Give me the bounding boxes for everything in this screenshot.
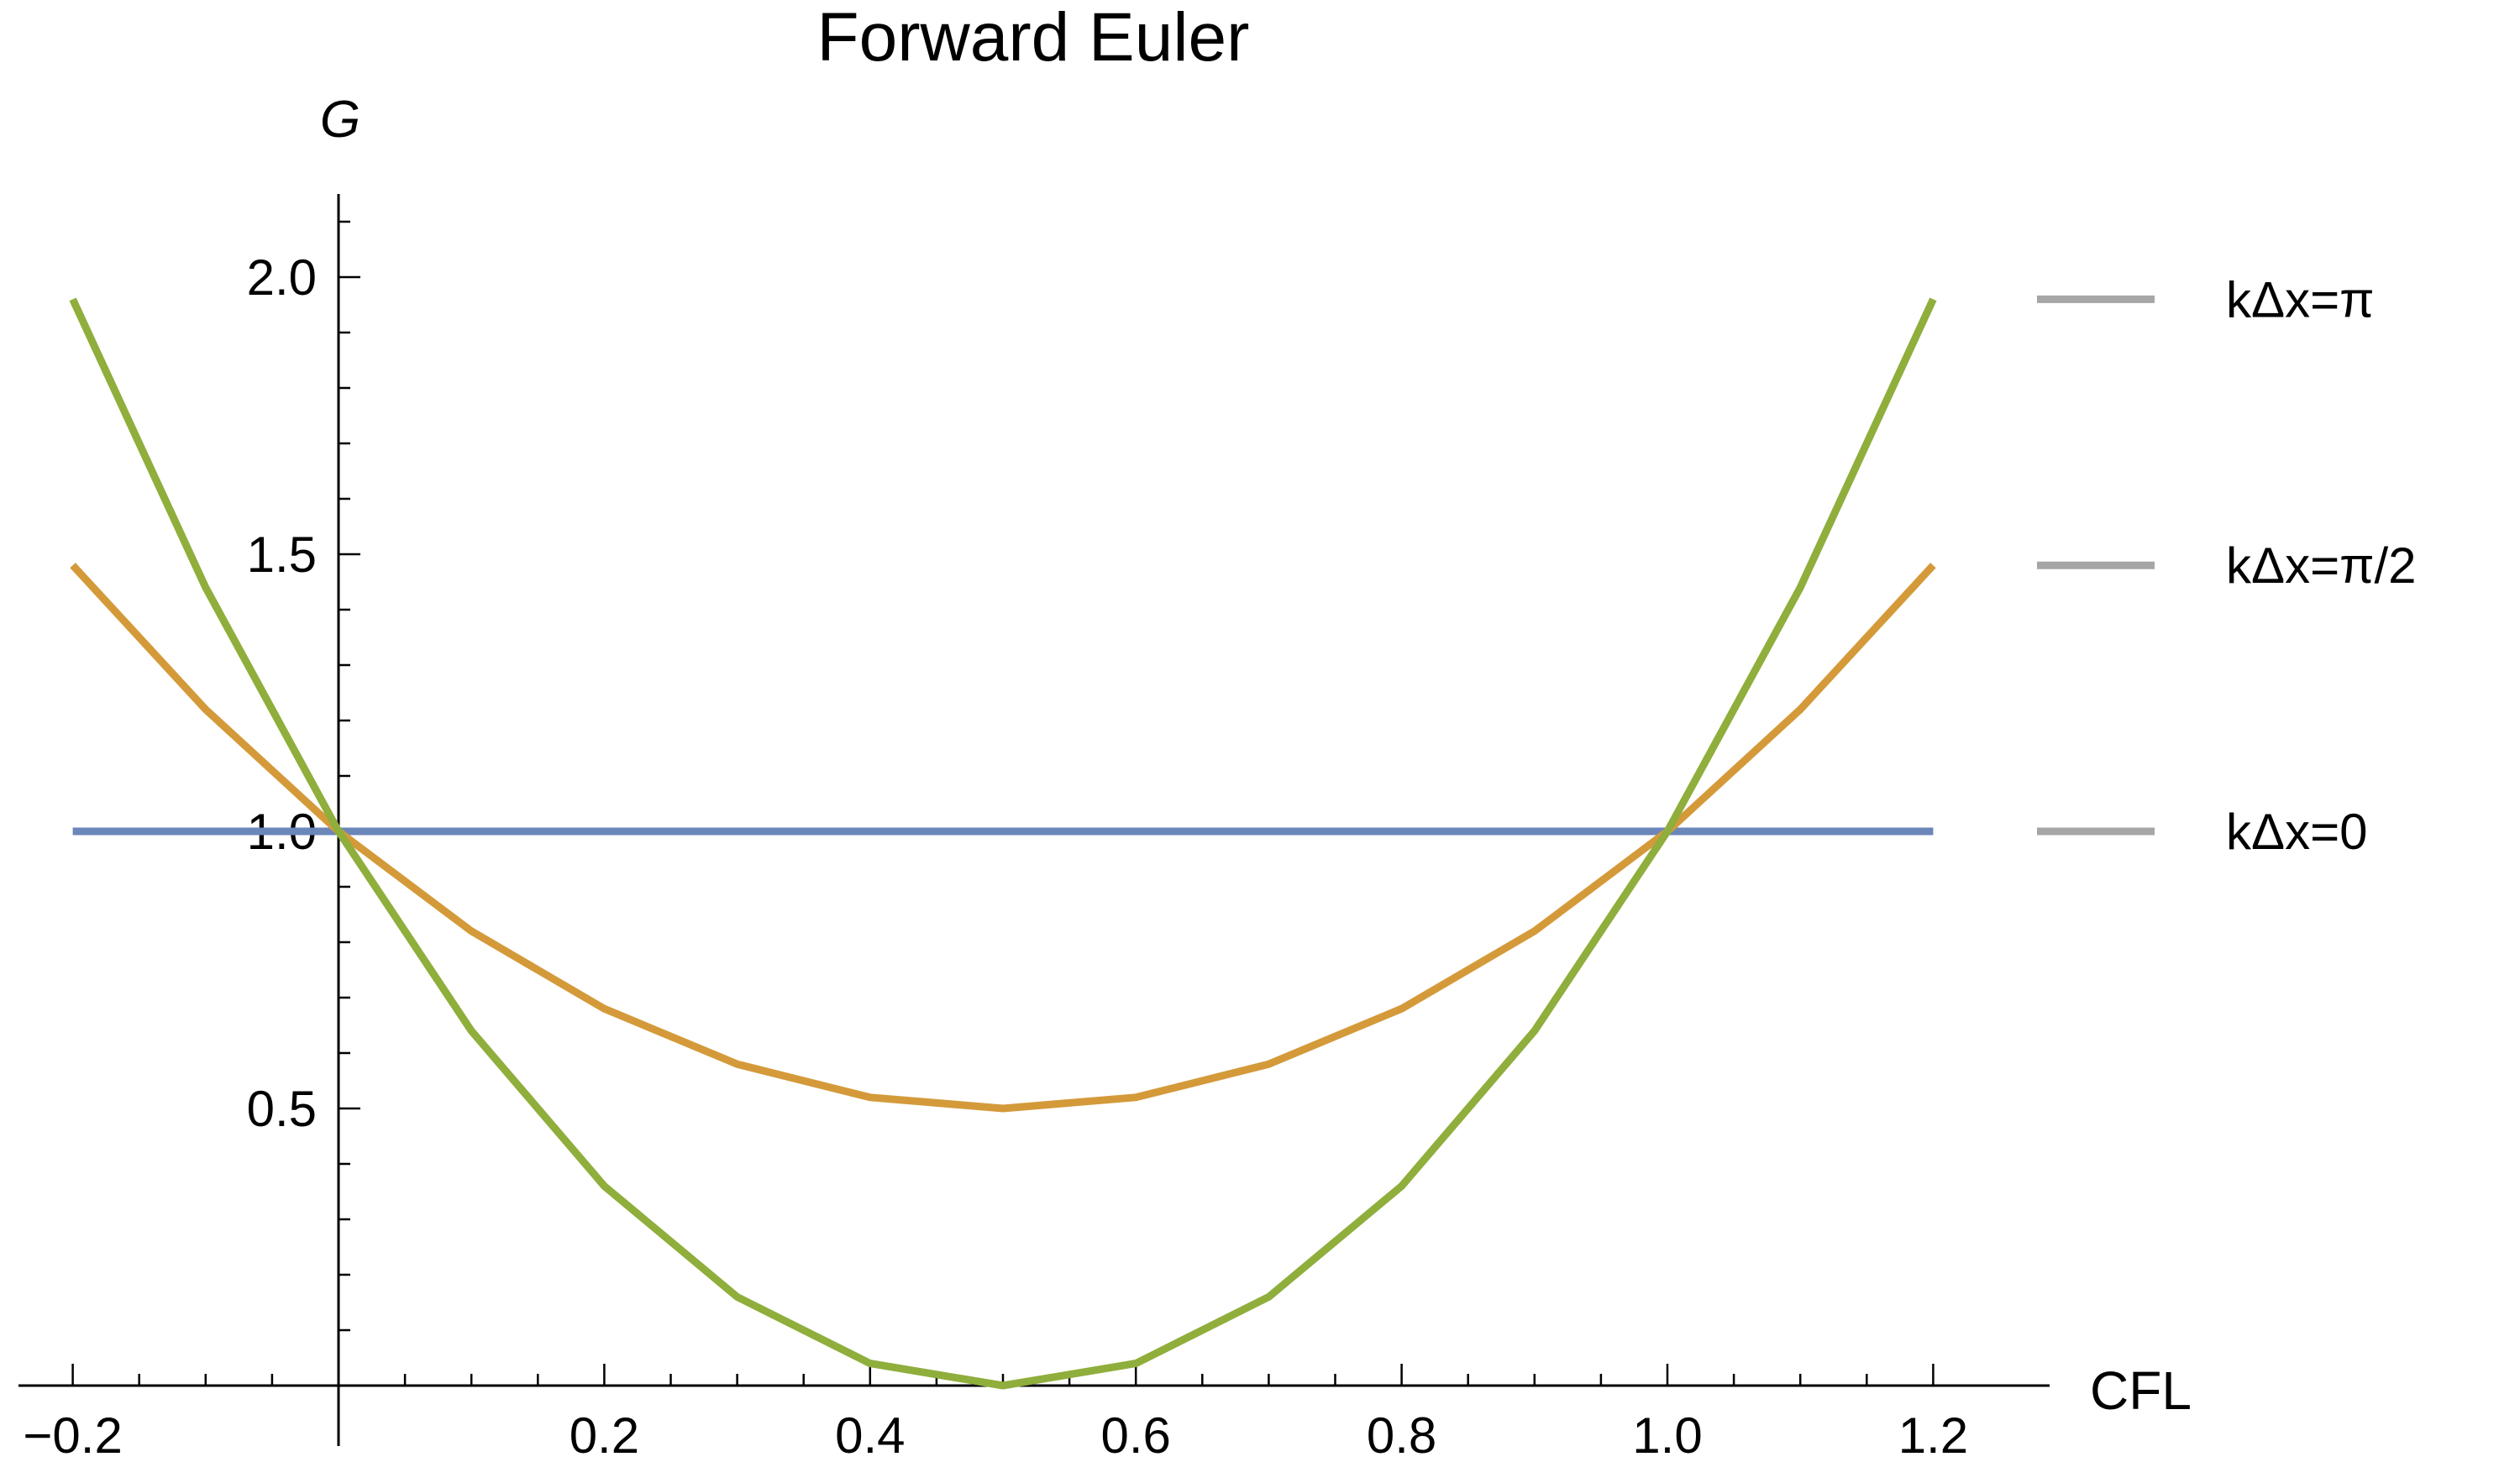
series-line-1 bbox=[70, 563, 1936, 1113]
legend-label: kΔx=π bbox=[2226, 271, 2375, 328]
x-tick-label: 1.2 bbox=[1898, 1407, 1968, 1462]
y-tick-label: 1.5 bbox=[247, 527, 317, 583]
x-tick-label: 0.4 bbox=[835, 1407, 905, 1462]
legend-label: kΔx=π/2 bbox=[2226, 537, 2417, 594]
x-axis-label: CFL bbox=[2090, 1360, 2192, 1421]
axes: −0.2 0.2 0.4 0.6 0.8 1.0 1.20.51.01.52.0 bbox=[18, 194, 2050, 1462]
x-tick-label: 0.6 bbox=[1100, 1407, 1170, 1462]
legend: kΔx=π kΔx=π/2 kΔx=0 bbox=[2037, 271, 2417, 860]
chart-title: Forward Euler bbox=[817, 0, 1250, 76]
x-tick-label: 0.2 bbox=[570, 1407, 639, 1462]
y-tick-label: 2.0 bbox=[247, 249, 317, 306]
series-lines bbox=[69, 297, 1937, 1390]
y-axis-label: G bbox=[320, 91, 360, 149]
x-tick-label: 1.0 bbox=[1632, 1407, 1702, 1462]
legend-label: kΔx=0 bbox=[2226, 804, 2368, 860]
series-line-2 bbox=[69, 297, 1937, 1390]
y-tick-label: 0.5 bbox=[247, 1081, 317, 1137]
x-tick-label: 0.8 bbox=[1367, 1407, 1436, 1462]
x-tick-label: −0.2 bbox=[23, 1407, 122, 1462]
